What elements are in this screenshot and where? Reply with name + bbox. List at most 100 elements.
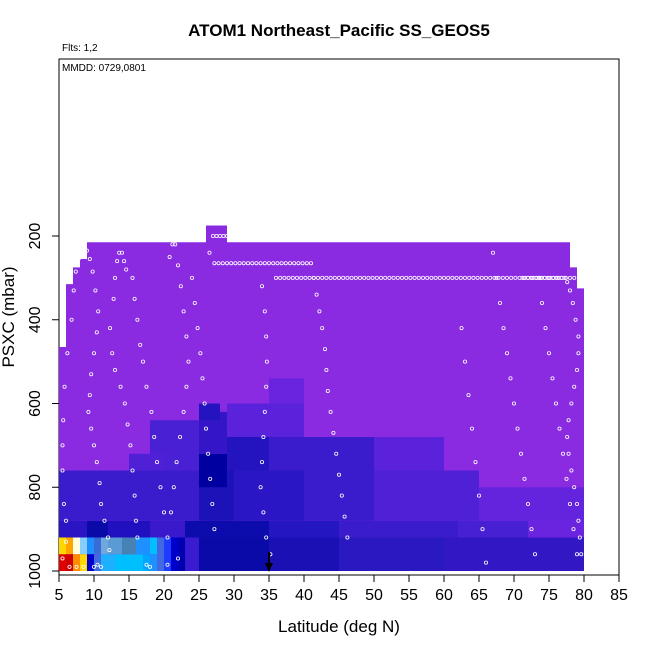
heatmap-cell-26: [199, 537, 269, 571]
data-point-218: [458, 275, 463, 280]
data-point-114: [263, 233, 268, 238]
data-point-77: [178, 284, 183, 289]
data-point-11: [64, 539, 69, 544]
data-point-210: [425, 275, 430, 280]
data-point-120: [284, 233, 289, 238]
data-point-230: [509, 275, 514, 280]
chart-title: ATOM1 Northeast_Pacific SS_GEOS5: [188, 21, 490, 40]
data-point-36: [92, 443, 97, 448]
data-point-122: [291, 233, 296, 238]
heatmap-cell-46: [227, 437, 269, 471]
data-point-94: [206, 451, 211, 456]
data-point-30: [94, 330, 99, 335]
data-point-90: [198, 351, 203, 356]
data-point-293: [573, 317, 578, 322]
data-point-65: [140, 359, 145, 364]
data-point-237: [538, 275, 543, 280]
x-tick-label-30: 30: [225, 587, 243, 604]
x-tick-label-85: 85: [610, 587, 628, 604]
data-point-22: [76, 257, 81, 262]
marker-layer: [265, 552, 273, 572]
data-point-106: [235, 233, 240, 238]
data-point-118: [277, 233, 282, 238]
x-tick-label-60: 60: [435, 587, 453, 604]
data-point-63: [135, 317, 140, 322]
data-point-198: [374, 275, 379, 280]
data-point-200: [383, 275, 388, 280]
data-point-259: [508, 376, 513, 381]
data-point-129: [233, 261, 238, 266]
data-point-59: [133, 518, 138, 523]
data-point-107: [238, 233, 243, 238]
data-point-179: [294, 275, 299, 280]
data-point-45: [120, 250, 125, 255]
data-point-80: [186, 359, 191, 364]
data-point-296: [565, 280, 570, 285]
data-point-188: [332, 275, 337, 280]
data-point-292: [576, 334, 581, 339]
x-axis-title: Latitude (deg N): [278, 617, 400, 636]
data-point-226: [492, 275, 497, 280]
data-point-191: [345, 275, 350, 280]
heatmap-cell-4: [73, 537, 80, 555]
data-point-140: [279, 261, 284, 266]
data-point-52: [113, 367, 118, 372]
data-point-187: [328, 275, 333, 280]
heatmap-cell-41: [234, 470, 304, 521]
heatmap-cell-18: [143, 554, 150, 571]
data-point-27: [90, 269, 95, 274]
data-point-287: [572, 485, 577, 490]
heatmap-cell-2: [66, 537, 73, 555]
x-tick-label-20: 20: [155, 587, 173, 604]
heatmap-cell-53: [269, 378, 304, 404]
heatmap-cell-24: [178, 537, 185, 571]
data-point-93: [203, 426, 208, 431]
y-axis-title: PSXC (mbar): [0, 266, 18, 367]
data-point-229: [504, 275, 509, 280]
data-point-0: [67, 564, 72, 569]
heatmap-cell-13: [101, 554, 115, 571]
data-point-89: [195, 326, 200, 331]
heatmap-cell-21: [157, 537, 164, 571]
data-point-286: [569, 468, 574, 473]
data-point-205: [404, 275, 409, 280]
data-point-17: [62, 384, 67, 389]
data-point-178: [290, 275, 295, 280]
data-point-170: [336, 472, 341, 477]
data-point-185: [320, 275, 325, 280]
data-point-209: [420, 275, 425, 280]
marker-arrow-head: [265, 563, 273, 572]
data-point-289: [576, 518, 581, 523]
heatmap-cell-10: [94, 537, 101, 555]
data-point-97: [212, 527, 217, 532]
data-point-312: [520, 275, 525, 280]
data-point-12: [64, 518, 69, 523]
data-point-73: [167, 254, 172, 259]
data-point-142: [287, 261, 292, 266]
data-point-161: [314, 292, 319, 297]
data-point-88: [192, 300, 197, 305]
data-point-241: [555, 275, 560, 280]
heatmap-cell-30: [59, 520, 87, 538]
data-point-154: [261, 434, 266, 439]
heatmap-cell-15: [115, 554, 143, 571]
data-point-186: [324, 275, 329, 280]
x-tick-label-50: 50: [365, 587, 383, 604]
data-point-38: [97, 481, 102, 486]
data-point-75: [173, 242, 178, 247]
data-point-216: [450, 275, 455, 280]
data-point-40: [102, 518, 107, 523]
data-point-92: [202, 401, 207, 406]
data-point-39: [99, 501, 104, 506]
data-point-104: [228, 233, 233, 238]
data-point-64: [138, 342, 143, 347]
x-tick-label-35: 35: [260, 587, 278, 604]
data-point-246: [459, 326, 464, 331]
heatmap-cell-45: [199, 453, 227, 488]
data-point-248: [466, 393, 471, 398]
data-point-189: [336, 275, 341, 280]
data-point-265: [529, 527, 534, 532]
data-point-128: [229, 261, 234, 266]
data-point-67: [149, 409, 154, 414]
x-tick-label-25: 25: [190, 587, 208, 604]
